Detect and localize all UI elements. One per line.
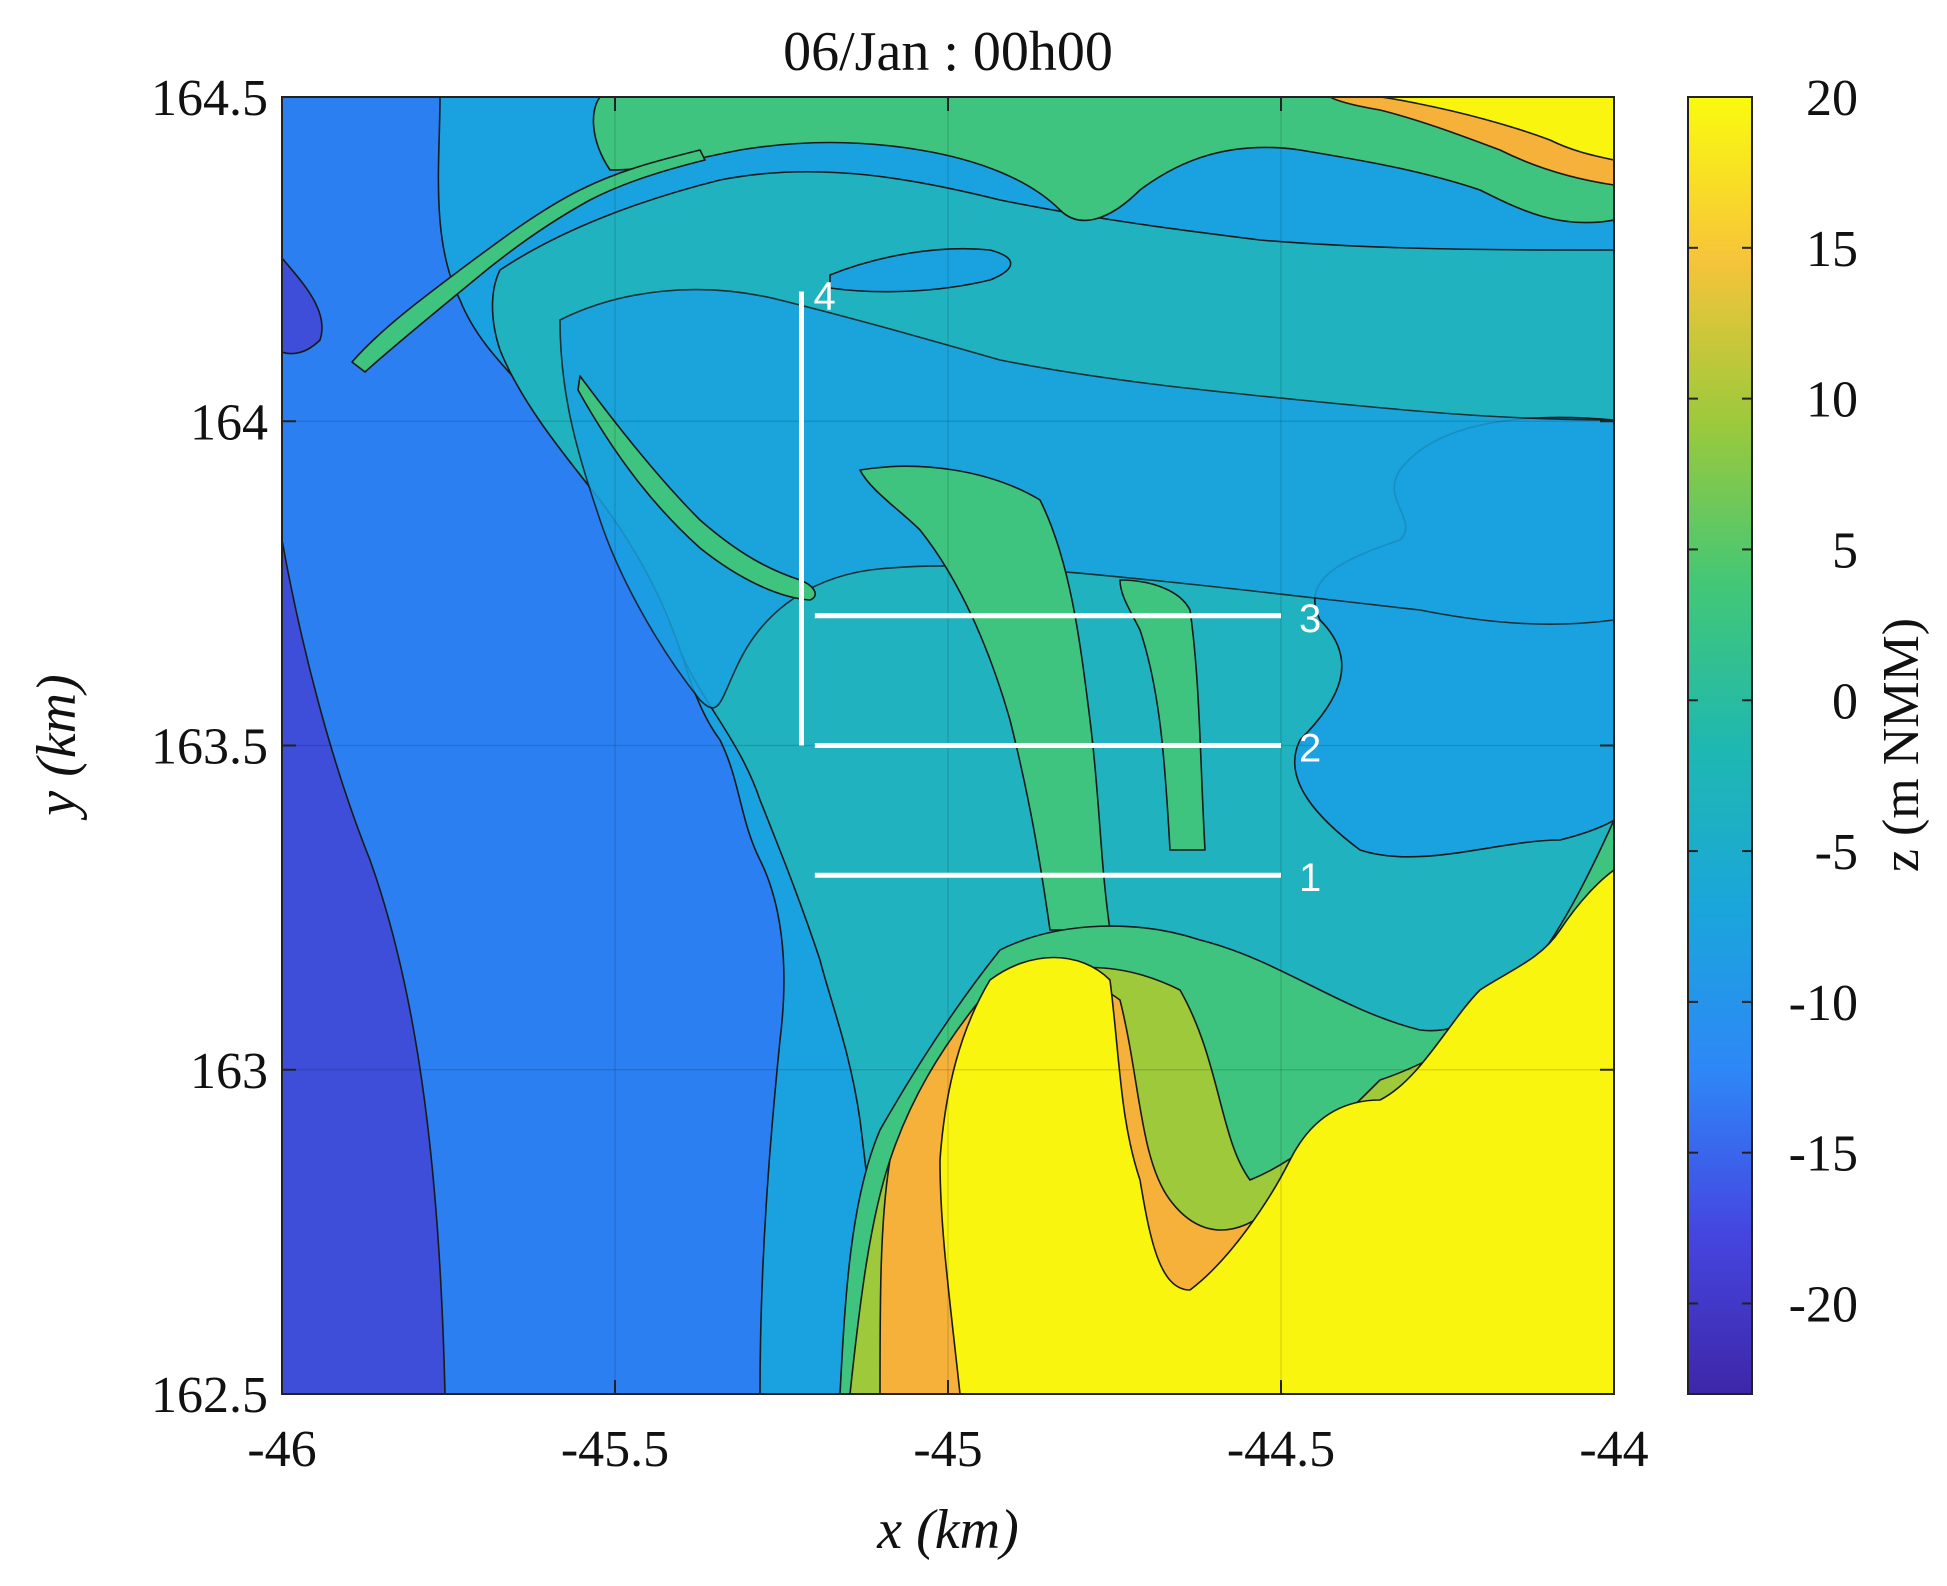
transect-lines: 1 2 3 4 — [798, 275, 1321, 900]
y-tick-label: 164.5 — [151, 70, 268, 127]
y-tick-label: 162.5 — [151, 1367, 268, 1424]
chart-title: 06/Jan : 00h00 — [783, 21, 1113, 83]
colorbar-ticks — [1688, 96, 1752, 1305]
y-axis-label: y (km) — [26, 674, 88, 820]
colorbar-label: z (m NMM) — [1873, 618, 1930, 872]
y-tick-label: 164 — [190, 394, 268, 451]
colorbar-tick-label: 0 — [1832, 673, 1858, 730]
bar-green-1 — [859, 465, 1111, 931]
colorbar-tick-label: 20 — [1806, 70, 1858, 127]
transect-label-3: 3 — [1299, 597, 1321, 641]
colorbar-tick-labels: 20 15 10 5 0 -5 -10 -15 -20 — [1789, 70, 1858, 1334]
y-tick-label: 163.5 — [151, 719, 268, 776]
bar-green-2 — [1119, 579, 1206, 851]
north-land-yellow — [1379, 97, 1614, 161]
x-tick-label: -44.5 — [1227, 1421, 1335, 1478]
colorbar — [1687, 96, 1753, 1395]
colorbar-tick-label: 5 — [1832, 522, 1858, 579]
channel-blue — [559, 288, 1614, 709]
south-land-yellow — [939, 869, 1614, 1394]
deepest-strip — [282, 257, 446, 1394]
colorbar-tick-label: -20 — [1789, 1277, 1858, 1334]
colorbar-tick-label: -15 — [1789, 1126, 1858, 1183]
colorbar-tick-label: -10 — [1789, 975, 1858, 1032]
x-tick-label: -45 — [913, 1421, 982, 1478]
x-tick-label: -45.5 — [561, 1421, 669, 1478]
transect-label-1: 1 — [1299, 856, 1321, 900]
spit-northwest — [351, 149, 706, 373]
colorbar-tick-label: -5 — [1815, 824, 1858, 881]
transect-label-2: 2 — [1299, 727, 1321, 771]
shallow-patch — [829, 247, 1012, 293]
x-tick-labels: -46 -45.5 -45 -44.5 -44 — [247, 1421, 1648, 1478]
x-tick-label: -44 — [1579, 1421, 1648, 1478]
colorbar-tick-label: 15 — [1806, 221, 1858, 278]
colorbar-tick-label: 10 — [1806, 372, 1858, 429]
y-tick-label: 163 — [190, 1043, 268, 1100]
spit-inner — [577, 375, 816, 601]
x-axis-label: x (km) — [876, 1499, 1018, 1561]
transect-label-4: 4 — [813, 275, 835, 319]
x-tick-label: -46 — [247, 1421, 316, 1478]
contour-map — [282, 97, 1614, 1394]
axis-ticks — [281, 96, 1615, 1395]
y-tick-labels: 162.5 163 163.5 164 164.5 — [151, 70, 268, 1424]
